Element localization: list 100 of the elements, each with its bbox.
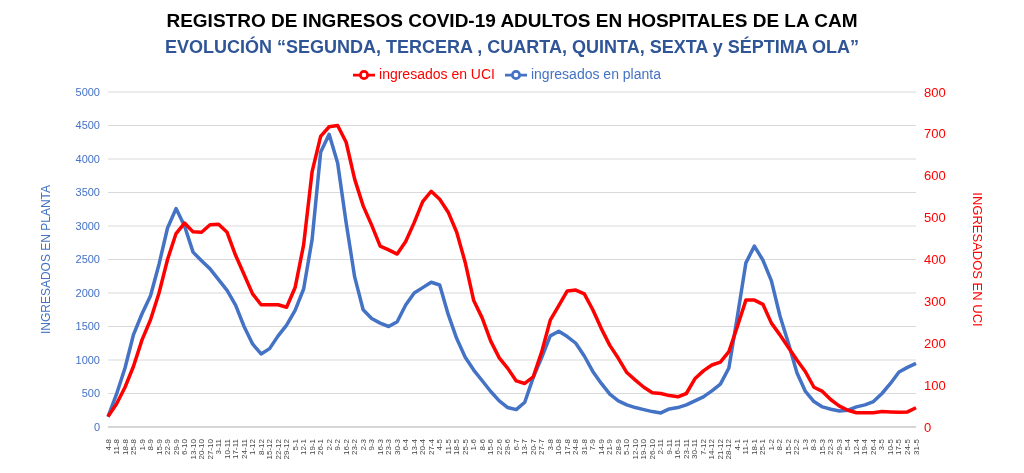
x-tick-label: 8-2 xyxy=(775,438,785,451)
y-tick-label: 5000 xyxy=(75,85,100,98)
x-tick-label: 21-12 xyxy=(715,438,725,460)
x-tick-label: 9-2 xyxy=(333,438,343,451)
x-tick-label: 3-5 xyxy=(877,438,887,451)
x-tick-label: 24-11 xyxy=(239,438,249,459)
x-tick-label: 23-3 xyxy=(384,438,394,456)
y-tick-label: 2500 xyxy=(75,253,100,266)
x-tick-label: 4-1 xyxy=(732,438,742,451)
x-tick-label: 6-4 xyxy=(401,438,411,451)
y-tick-label: 4000 xyxy=(75,152,100,165)
y2-tick-label: 500 xyxy=(924,210,946,226)
legend-label: ingresados en planta xyxy=(530,65,661,82)
x-tick-label: 12-4 xyxy=(851,438,861,456)
y2-tick-label: 400 xyxy=(924,252,946,268)
x-tick-label: 22-2 xyxy=(792,438,802,456)
x-tick-label: 15-2 xyxy=(783,438,793,456)
x-tick-label: 20-7 xyxy=(528,438,538,456)
x-tick-label: 3-8 xyxy=(545,438,555,451)
y2-tick-label: 100 xyxy=(924,377,946,393)
x-tick-label: 2-3 xyxy=(358,438,368,451)
x-tick-label: 4-8 xyxy=(103,438,113,451)
x-tick-label: 25-1 xyxy=(758,438,768,456)
y-tick-label: 3500 xyxy=(75,186,100,199)
x-tick-label: 17-5 xyxy=(894,438,904,456)
x-tick-label: 11-8 xyxy=(112,438,122,455)
x-tick-label: 18-8 xyxy=(120,438,130,456)
x-tick-label: 19-10 xyxy=(639,438,649,460)
x-tick-label: 27-10 xyxy=(205,438,215,460)
x-tick-label: 15-9 xyxy=(154,438,164,456)
y-tick-label: 500 xyxy=(81,387,100,400)
x-tick-label: 31-8 xyxy=(579,438,589,456)
x-tick-label: 2-2 xyxy=(324,438,334,451)
x-tick-label: 13-10 xyxy=(188,438,198,460)
chart-subtitle: EVOLUCIÓN “SEGUNDA, TERCERA , CUARTA, QUINTA, SEXTA y SÉPTIMA OLA” xyxy=(164,35,860,59)
x-tick-label: 27-4 xyxy=(426,438,436,456)
x-tick-label: 18-5 xyxy=(452,438,462,456)
x-tick-label: 1-9 xyxy=(137,438,147,451)
x-tick-label: 20-4 xyxy=(418,438,428,456)
x-tick-label: 26-4 xyxy=(868,438,878,456)
x-tick-label: 22-6 xyxy=(494,438,504,456)
x-tick-label: 24-8 xyxy=(571,438,581,456)
x-tick-label: 20-10 xyxy=(197,438,207,460)
y2-tick-label: 300 xyxy=(924,293,946,309)
y-tick-label: 0 xyxy=(93,420,100,433)
x-tick-label: 7-9 xyxy=(588,438,598,451)
x-tick-label: 26-10 xyxy=(647,438,657,460)
y-axis-title: INGRESADOS EN PLANTA xyxy=(39,184,54,335)
x-tick-label: 26-1 xyxy=(316,438,326,456)
x-tick-label: 17-8 xyxy=(562,438,572,456)
x-tick-label: 10-5 xyxy=(885,438,895,456)
x-tick-label: 6-7 xyxy=(511,438,521,451)
x-tick-label: 8-6 xyxy=(477,438,487,451)
x-tick-label: 23-11 xyxy=(681,438,691,459)
x-tick-label: 28-9 xyxy=(613,438,623,456)
x-tick-label: 15-3 xyxy=(817,438,827,456)
x-tick-label: 24-5 xyxy=(902,438,912,456)
x-tick-label: 12-10 xyxy=(630,438,640,460)
y-tick-label: 1000 xyxy=(75,353,100,366)
y-tick-label: 1500 xyxy=(75,320,100,333)
x-tick-label: 5-10 xyxy=(622,438,632,456)
x-tick-label: 5-1 xyxy=(290,438,300,451)
x-tick-label: 25-5 xyxy=(460,438,470,456)
x-tick-label: 13-4 xyxy=(409,438,419,456)
x-tick-label: 22-9 xyxy=(163,438,173,456)
x-tick-label: 19-1 xyxy=(307,438,317,456)
y2-tick-label: 200 xyxy=(924,335,946,351)
y-tick-label: 3000 xyxy=(75,219,100,232)
x-tick-label: 9-11 xyxy=(664,438,674,455)
x-tick-label: 1-3 xyxy=(800,438,810,451)
x-tick-label: 8-3 xyxy=(809,438,819,451)
y2-tick-label: 0 xyxy=(924,419,932,435)
x-tick-label: 27-7 xyxy=(537,438,547,456)
x-tick-label: 16-2 xyxy=(341,438,351,456)
x-tick-label: 25-8 xyxy=(129,438,139,456)
x-tick-label: 29-9 xyxy=(171,438,181,456)
x-tick-label: 28-12 xyxy=(724,438,734,460)
x-tick-label: 30-11 xyxy=(690,438,700,459)
x-tick-label: 22-12 xyxy=(273,438,283,460)
x-tick-label: 29-6 xyxy=(503,438,513,456)
y-tick-label: 4500 xyxy=(75,119,100,132)
x-tick-label: 31-5 xyxy=(911,438,921,456)
x-tick-label: 19-4 xyxy=(860,438,870,456)
x-tick-label: 2-11 xyxy=(656,438,666,455)
x-tick-label: 10-11 xyxy=(222,438,232,459)
x-tick-label: 12-1 xyxy=(299,438,309,456)
x-tick-label: 1-6 xyxy=(469,438,479,451)
x-tick-label: 16-11 xyxy=(673,438,683,459)
x-tick-label: 3-11 xyxy=(214,438,224,455)
x-tick-label: 15-12 xyxy=(265,438,275,460)
x-tick-label: 18-1 xyxy=(749,438,759,456)
y2-tick-label: 600 xyxy=(924,168,946,184)
x-tick-label: 23-2 xyxy=(350,438,360,456)
x-tick-label: 8-9 xyxy=(146,438,156,451)
x-tick-label: 5-4 xyxy=(843,438,853,451)
x-tick-label: 17-11 xyxy=(231,438,241,459)
x-tick-label: 10-8 xyxy=(554,438,564,456)
x-tick-label: 21-9 xyxy=(605,438,615,456)
x-tick-label: 9-3 xyxy=(367,438,377,451)
y2-axis-title: INGRESADOS EN UCI xyxy=(970,192,986,327)
